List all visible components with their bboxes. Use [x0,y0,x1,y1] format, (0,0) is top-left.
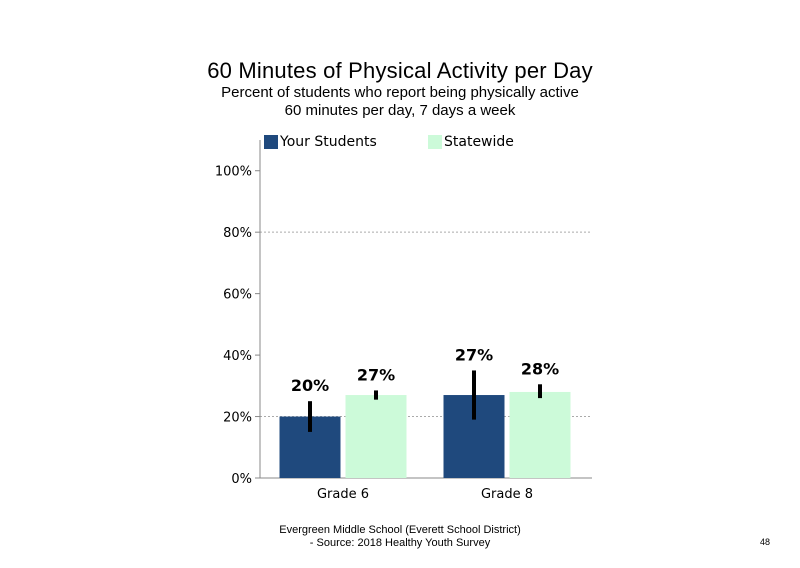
legend-swatch-your-students [264,135,278,149]
chart-subtitle-line2: 60 minutes per day, 7 days a week [284,102,516,119]
x-tick-label: Grade 6 [317,487,369,502]
data-label: 20% [291,376,329,395]
data-label: 27% [455,345,493,364]
legend-item-your-students: Your Students [264,133,377,151]
data-label: 27% [357,365,395,384]
legend-label-statewide: Statewide [444,134,514,150]
bar-statewide-grade-8 [509,391,571,478]
y-tick-label: 20% [223,411,252,426]
y-tick-label: 40% [223,349,252,364]
y-tick-label: 60% [223,288,252,303]
y-tick-label: 100% [215,165,252,180]
chart-title: 60 Minutes of Physical Activity per Day [207,58,593,83]
x-tick-label: Grade 8 [481,487,533,502]
legend-item-statewide: Statewide [428,133,514,151]
legend-swatch-statewide [428,135,442,149]
y-tick-label: 80% [223,226,252,241]
title-block: 60 Minutes of Physical Activity per Day … [0,58,800,120]
footer: Evergreen Middle School (Everett School … [0,524,800,550]
footer-source: - Source: 2018 Healthy Youth Survey [309,537,491,549]
footer-school: Evergreen Middle School (Everett School … [279,524,521,536]
chart-subtitle-line1: Percent of students who report being phy… [221,84,579,101]
legend-label-your-students: Your Students [280,134,377,150]
y-tick-label: 0% [231,472,252,487]
data-label: 28% [521,359,559,378]
page-number: 48 [759,537,770,547]
bar-statewide-grade-6 [345,395,407,478]
chart-legend: Your Students Statewide [264,133,604,153]
